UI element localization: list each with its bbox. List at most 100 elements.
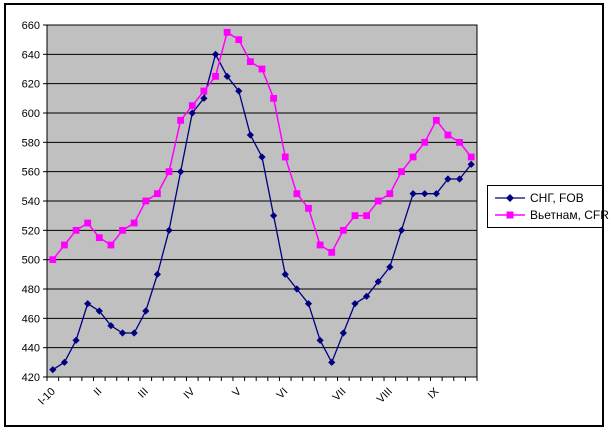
data-point-diamond [374,278,382,286]
data-point-square [235,36,243,44]
x-axis-label: I-10 [36,386,58,408]
data-point-square [49,256,57,264]
x-axis-label: V [230,385,244,399]
data-point-diamond [397,226,406,234]
data-point-diamond [223,72,231,80]
data-point-diamond [467,160,475,168]
x-axis-label-group: IV [182,385,198,401]
y-axis-label: 500 [22,255,40,267]
data-point-square [119,226,126,234]
data-point-square [258,65,266,73]
data-point-square [107,241,115,249]
y-axis-label: 540 [22,196,40,208]
data-point-diamond [95,307,103,315]
data-point-square [456,138,463,146]
data-point-square [363,212,370,220]
data-point-diamond [60,358,69,366]
x-axis-label: VIII [375,386,395,406]
x-axis-label-group: V [230,385,244,399]
blue-diamond-line-icon [495,194,525,202]
data-point-diamond [281,270,289,278]
data-point-diamond [444,175,452,183]
data-point-diamond [455,175,464,183]
y-axis-label: 660 [22,20,40,32]
data-point-square [246,58,254,66]
y-axis-label: 520 [22,225,40,237]
y-axis-label: 480 [22,284,40,296]
data-point-square [305,204,312,212]
data-point-square [61,241,68,249]
x-axis-label-group: IX [426,385,442,401]
data-point-diamond [142,307,150,315]
data-point-square [432,116,440,124]
data-point-square [444,131,452,139]
data-point-square [398,168,405,176]
data-point-diamond [165,226,173,234]
data-point-diamond [304,300,313,308]
data-point-diamond [130,329,138,337]
data-point-square [328,248,336,256]
y-axis-label: 460 [22,313,40,325]
legend: СНГ, FOB Вьетнам, CFR [487,185,609,228]
x-axis-label-group: II [92,386,105,399]
data-point-square [95,234,103,242]
data-point-diamond [153,270,162,278]
x-axis-label: VII [330,386,348,404]
legend-item-vietnam-cfr: Вьетнам, CFR [494,208,609,222]
data-point-diamond [339,329,347,337]
data-point-diamond [421,190,429,198]
data-point-diamond [188,109,196,117]
data-point-diamond [177,168,185,176]
data-point-square [351,212,359,220]
x-axis-label: II [92,386,105,399]
x-axis-label-group: I-10 [36,386,58,408]
data-point-square [316,241,324,249]
y-axis-label: 600 [22,108,40,120]
data-point-square [386,190,394,198]
data-point-diamond [107,322,115,330]
data-point-diamond [200,94,208,102]
legend-item-sng-fob: СНГ, FOB [494,191,596,205]
y-axis-label: 420 [22,372,40,384]
x-axis-label: IV [182,385,198,401]
legend-label-sng-fob: СНГ, FOB [530,191,584,205]
y-axis-label: 440 [22,343,40,355]
data-point-diamond [72,336,80,344]
data-point-square [293,190,301,198]
data-point-diamond [211,50,220,58]
data-point-square [200,87,208,95]
data-point-diamond [351,300,359,308]
data-point-square [421,138,429,146]
y-axis-label: 640 [22,49,40,61]
data-point-square [165,168,173,176]
x-axis-label-group: III [136,386,151,401]
data-point-square [177,116,185,124]
data-point-diamond [432,190,440,198]
data-point-diamond [328,358,336,366]
data-point-diamond [362,292,371,300]
data-point-diamond [49,366,57,374]
data-point-diamond [409,190,417,198]
magenta-square-line-icon [495,211,525,219]
x-axis-label: IX [426,385,442,401]
y-axis-label: 560 [22,167,40,179]
data-point-diamond [118,329,127,337]
data-point-square [72,226,80,234]
data-point-diamond [246,131,254,139]
data-point-square [409,153,417,161]
data-point-square [142,197,150,205]
data-point-diamond [258,153,266,161]
x-axis-label: VI [275,386,291,402]
data-point-square [270,94,278,102]
data-point-square [374,197,382,205]
y-axis-label: 620 [22,79,40,91]
x-axis-label: III [136,386,151,401]
data-point-square [212,72,219,80]
data-point-square [223,28,231,36]
data-point-diamond [235,87,243,95]
data-point-square [339,226,347,234]
data-point-square [188,102,196,110]
data-point-diamond [270,212,278,220]
data-point-square [154,190,161,198]
